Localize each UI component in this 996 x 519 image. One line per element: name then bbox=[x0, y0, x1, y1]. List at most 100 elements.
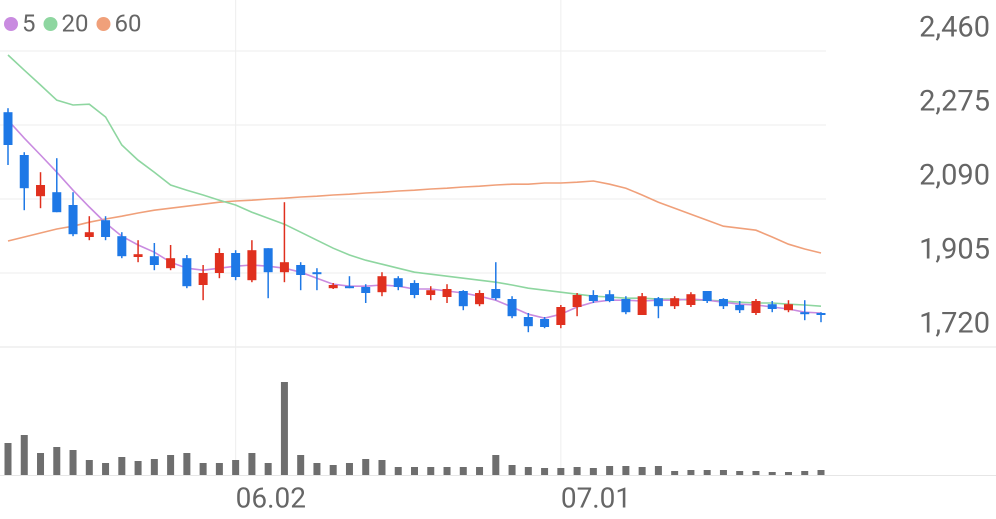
volume-bar bbox=[37, 453, 45, 475]
candle-body bbox=[800, 312, 810, 315]
y-tick-label: 1,720 bbox=[919, 307, 990, 341]
candle-body bbox=[637, 296, 647, 315]
volume-bar bbox=[427, 467, 435, 475]
candle-body bbox=[377, 276, 387, 293]
volume-bar bbox=[638, 467, 646, 475]
candle-body bbox=[182, 258, 192, 287]
volume-bar bbox=[248, 453, 256, 475]
candle-body bbox=[149, 256, 159, 265]
candle-body bbox=[247, 250, 257, 281]
volume-bar bbox=[589, 468, 597, 475]
volume-bar bbox=[264, 463, 272, 475]
volume-bar bbox=[362, 459, 370, 475]
volume-bar bbox=[541, 468, 549, 475]
candle-body bbox=[621, 299, 631, 313]
candle-body bbox=[783, 304, 793, 311]
volume-bar bbox=[573, 467, 581, 475]
volume-bar bbox=[215, 463, 223, 475]
candle-body bbox=[393, 278, 403, 287]
volume-bar bbox=[134, 461, 142, 475]
x-tick-label: 07.01 bbox=[561, 481, 631, 514]
candle-body bbox=[101, 220, 111, 237]
volume-bar bbox=[492, 455, 500, 475]
y-tick-label: 2,275 bbox=[919, 85, 990, 119]
candle-body bbox=[686, 294, 696, 305]
candle-body bbox=[442, 289, 452, 297]
volume-bar bbox=[606, 466, 614, 475]
volume-bar bbox=[703, 470, 711, 475]
volume-bar bbox=[736, 471, 744, 475]
volume-bar bbox=[232, 460, 240, 475]
candle-body bbox=[767, 304, 777, 309]
candle-body bbox=[653, 298, 663, 307]
volume-bar bbox=[53, 447, 61, 475]
candle-body bbox=[133, 254, 143, 257]
legend-marker bbox=[43, 17, 58, 31]
volume-bar bbox=[654, 466, 662, 475]
candle-body bbox=[328, 285, 338, 289]
candle-body bbox=[117, 236, 127, 257]
legend-label: 20 bbox=[62, 9, 89, 37]
volume-bar bbox=[118, 457, 126, 475]
volume-bar bbox=[313, 463, 321, 475]
candle-body bbox=[458, 291, 468, 307]
candle-body bbox=[556, 307, 566, 325]
volume-bar bbox=[85, 460, 93, 475]
volume-bar bbox=[459, 467, 467, 475]
volume-bar bbox=[443, 467, 451, 475]
candle-body bbox=[426, 290, 436, 295]
x-tick-label: 06.02 bbox=[236, 481, 306, 514]
candle-body bbox=[198, 273, 208, 285]
volume-bar bbox=[4, 443, 12, 475]
volume-bar bbox=[280, 382, 288, 475]
candle-body bbox=[263, 248, 273, 273]
candle-body bbox=[816, 313, 826, 315]
candle-body bbox=[231, 253, 241, 277]
candle-body bbox=[84, 232, 94, 237]
candle-body bbox=[605, 294, 615, 301]
candle-body bbox=[540, 319, 550, 327]
volume-bar bbox=[801, 471, 809, 475]
candle-body bbox=[735, 305, 745, 311]
volume-bar bbox=[411, 467, 418, 475]
candle-body bbox=[344, 286, 354, 289]
candle-body bbox=[410, 283, 419, 295]
candle-body bbox=[751, 301, 761, 313]
candle-body bbox=[68, 205, 78, 235]
candle-body bbox=[361, 287, 371, 293]
volume-bar bbox=[817, 470, 825, 475]
candle-body bbox=[475, 293, 485, 305]
candle-body bbox=[572, 295, 582, 307]
volume-bar bbox=[297, 455, 305, 475]
legend-marker bbox=[4, 17, 18, 31]
volume-bar bbox=[378, 460, 386, 475]
volume-bar bbox=[508, 465, 516, 475]
volume-bar bbox=[622, 466, 630, 475]
volume-bar bbox=[150, 459, 158, 475]
legend-label: 60 bbox=[114, 9, 141, 37]
volume-bar bbox=[329, 465, 337, 475]
candle-body bbox=[296, 265, 306, 275]
candle-body bbox=[702, 291, 712, 301]
volume-bar bbox=[752, 471, 760, 475]
volume-bar bbox=[102, 463, 110, 475]
candle-body bbox=[166, 258, 176, 269]
candle-body bbox=[588, 295, 598, 301]
volume-bar bbox=[476, 467, 484, 475]
candle-body bbox=[670, 298, 680, 307]
volume-bar bbox=[394, 467, 402, 475]
candle-body bbox=[3, 112, 13, 145]
candle-body bbox=[312, 272, 322, 275]
candle-body bbox=[19, 155, 29, 189]
y-tick-label: 1,905 bbox=[919, 233, 990, 267]
candle-body bbox=[491, 289, 501, 299]
volume-bar bbox=[784, 472, 792, 475]
volume-bar bbox=[167, 455, 175, 475]
candle-body bbox=[279, 262, 289, 273]
candle-body bbox=[507, 299, 517, 317]
volume-bar bbox=[671, 471, 679, 475]
volume-bar bbox=[687, 470, 695, 475]
ma-line bbox=[7, 54, 822, 307]
volume-bar bbox=[199, 463, 207, 475]
